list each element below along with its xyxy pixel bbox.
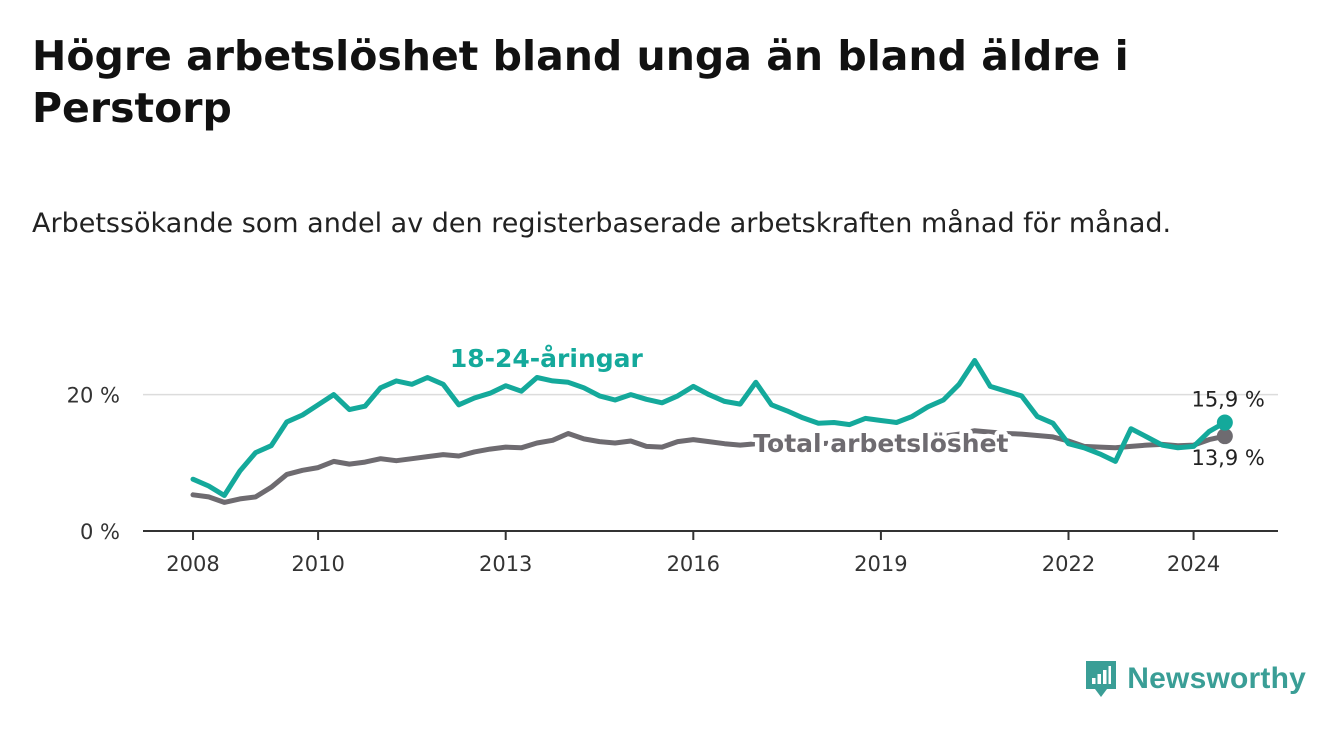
series-label-total: Total arbetslöshet [753, 429, 1008, 458]
x-tick-label: 2013 [479, 552, 532, 576]
end-point-total [1216, 428, 1233, 445]
end-point-youth [1216, 414, 1233, 431]
y-tick-label: 20 % [67, 384, 120, 408]
page-title: Högre arbetslöshet bland unga än bland ä… [32, 32, 1129, 132]
brand: Newsworthy [1083, 658, 1306, 700]
x-tick-label: 2022 [1042, 552, 1095, 576]
series-lines [190, 358, 1233, 505]
series-line-total [190, 428, 1228, 505]
series-label-youth: 18-24-åringar [450, 344, 644, 373]
page-subtitle: Arbetssökande som andel av den registerb… [32, 208, 1172, 239]
y-tick-label: 0 % [80, 520, 120, 544]
chart-labels: 15,9 %13,9 %18-24-åringar18-24-åringarTo… [445, 340, 1264, 471]
series-label-youth-halo: 18-24-åringar [450, 344, 644, 373]
series-line-youth [190, 358, 1228, 498]
x-tick-label: 2010 [291, 552, 344, 576]
x-tick-label: 2016 [667, 552, 720, 576]
axes: 0 % 20 % 2008 2010 2013 2016 2019 2022 2024 [67, 384, 1278, 576]
x-tick-label: 2008 [166, 552, 219, 576]
brand-name: Newsworthy [1127, 662, 1306, 695]
series-label-total-halo: Total arbetslöshet [753, 429, 1008, 458]
newsworthy-logo-icon [1086, 661, 1117, 697]
end-label-youth: 15,9 % [1191, 388, 1264, 412]
x-tick-label: 2024 [1167, 552, 1220, 576]
end-label-total: 13,9 % [1191, 446, 1264, 470]
x-tick-label: 2019 [854, 552, 907, 576]
